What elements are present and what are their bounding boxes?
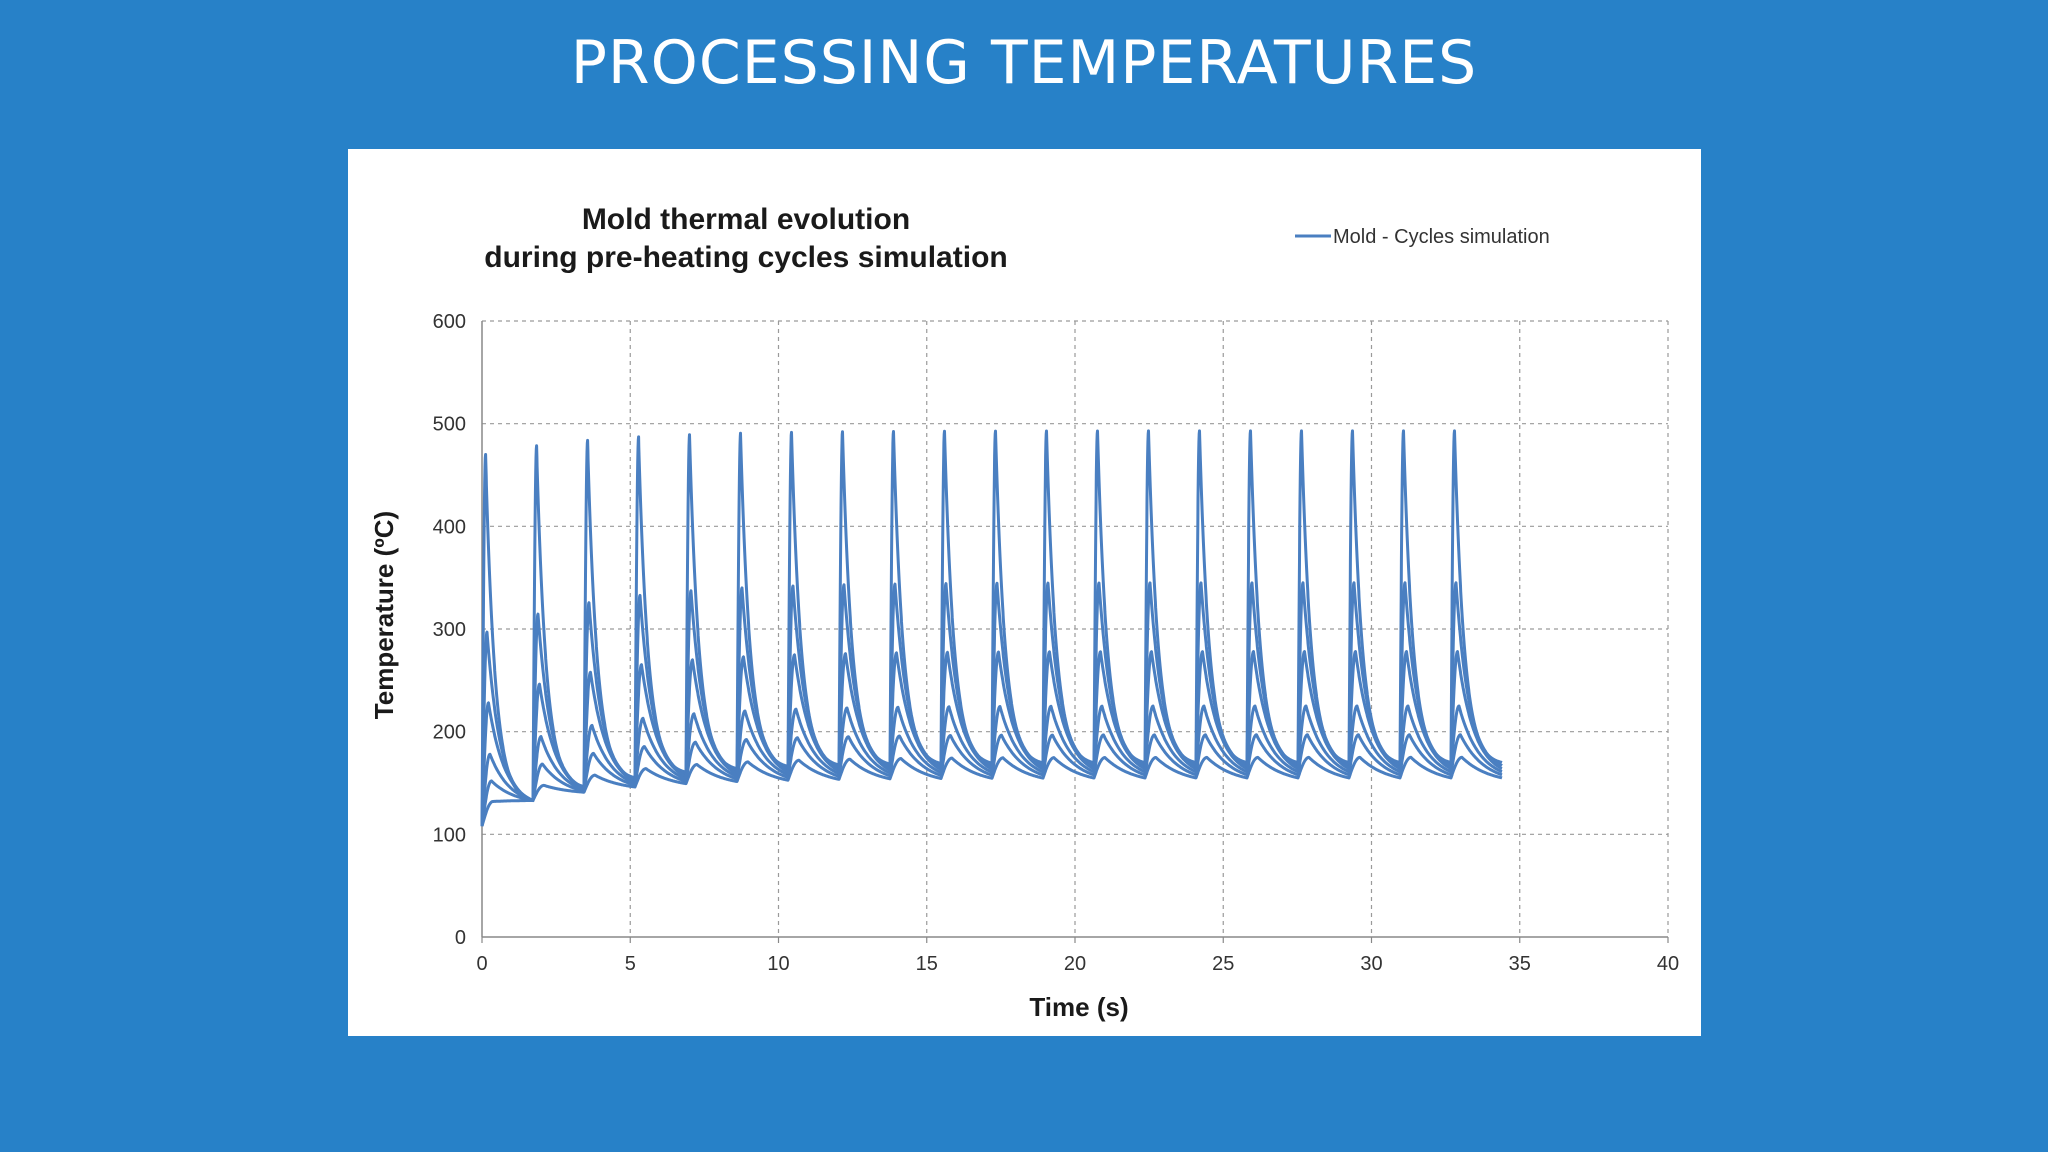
y-tick-label-600: 600 [433,311,466,333]
x-tick-label-15: 15 [916,953,938,975]
x-tick-label-10: 10 [767,953,789,975]
y-tick-label-200: 200 [433,722,466,744]
legend-entry: Mold - Cycles simulation [1333,226,1550,248]
x-tick-label-35: 35 [1509,953,1531,975]
series-line-6 [480,755,1504,827]
x-tick-label-40: 40 [1657,953,1679,975]
x-tick-label-25: 25 [1212,953,1234,975]
chart-title-line-2: during pre-heating cycles simulation [484,241,1007,274]
grid [482,320,1669,937]
tick-labels: 0 100 200 300 400 500 600 0 5 10 15 20 25 30 35 40 [433,311,1680,975]
x-tick-label-5: 5 [625,953,636,975]
chart-frame: Mold thermal evolution during pre-heatin… [348,149,1701,1036]
y-tick-label-400: 400 [433,516,466,538]
series-lines [480,429,1504,827]
x-tick-label-30: 30 [1360,953,1382,975]
y-tick-label-100: 100 [433,824,466,846]
x-tick-label-20: 20 [1064,953,1086,975]
y-tick-label-0: 0 [455,927,466,949]
y-tick-label-300: 300 [433,619,466,641]
chart-svg: Mold thermal evolution during pre-heatin… [369,203,1680,1022]
legend: Mold - Cycles simulation [1295,226,1550,248]
chart-title-line-1: Mold thermal evolution [582,203,910,236]
x-axis-label: Time (s) [1029,992,1128,1022]
y-tick-label-500: 500 [433,414,466,436]
x-tick-label-0: 0 [476,953,487,975]
y-axis-label: Temperature (ºC) [369,511,399,719]
slide-title: PROCESSING TEMPERATURES [570,28,1478,98]
